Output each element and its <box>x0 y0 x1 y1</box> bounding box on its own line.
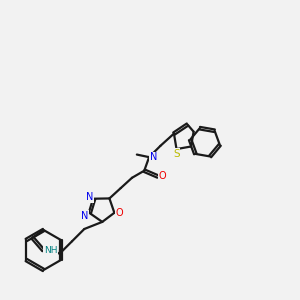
Text: N: N <box>150 152 157 162</box>
Text: N: N <box>81 211 89 221</box>
Text: NH: NH <box>44 246 57 255</box>
Text: S: S <box>173 148 179 159</box>
Text: O: O <box>115 208 123 218</box>
Text: O: O <box>158 172 166 182</box>
Text: N: N <box>86 192 93 202</box>
